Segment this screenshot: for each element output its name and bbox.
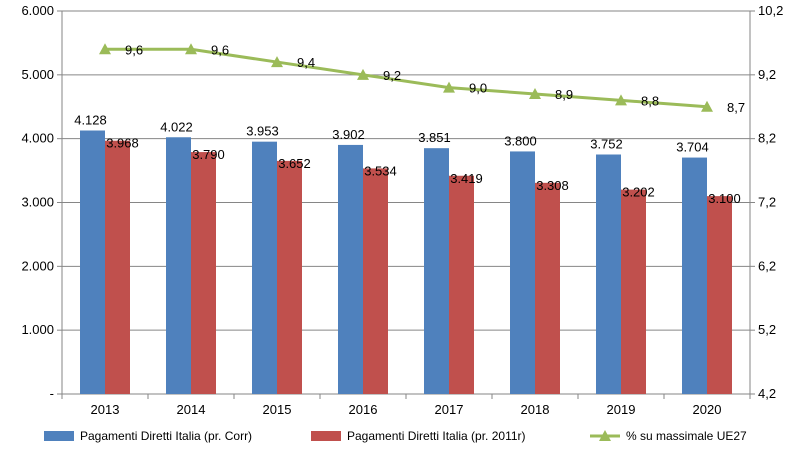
y-right-tick-label: 7,2 (758, 195, 776, 210)
line-point (529, 87, 541, 99)
legend-label: Pagamenti Diretti Italia (pr. 2011r) (347, 429, 526, 443)
line-data-label: 8,8 (641, 93, 659, 108)
x-tick-label: 2018 (521, 402, 550, 417)
bar-series (80, 130, 732, 394)
bar-data-label: 3.752 (590, 136, 623, 151)
y-left-tick-label: 2.000 (21, 258, 54, 273)
y-right-tick-label: 10,2 (758, 3, 783, 18)
line-data-label: 9,6 (211, 42, 229, 57)
axes: - 1.000 2.000 3.000 4.000 5.000 6.000 4,2 5,2 6,2… (21, 3, 783, 417)
bar (191, 152, 216, 394)
line-data-label: 9,0 (469, 81, 487, 96)
bar (80, 130, 105, 394)
y-right-tick-label: 5,2 (758, 322, 776, 337)
x-tick-label: 2020 (693, 402, 722, 417)
bar (621, 189, 646, 394)
legend-label: % su massimale UE27 (626, 429, 747, 443)
bar-data-label: 3.534 (364, 163, 397, 178)
line-data-label: 9,2 (383, 68, 401, 83)
x-tick-label: 2015 (263, 402, 292, 417)
y-left-tick-label: 6.000 (21, 3, 54, 18)
y-left-tick-label: 1.000 (21, 322, 54, 337)
line-point (615, 94, 627, 106)
x-tick-label: 2013 (91, 402, 120, 417)
x-tick-label: 2017 (435, 402, 464, 417)
line-point (185, 43, 197, 55)
y-right-tick-label: 6,2 (758, 258, 776, 273)
line-series (99, 43, 713, 112)
line-point (701, 100, 713, 112)
bar-data-label: 3.953 (246, 124, 279, 139)
y-left-tick-label: 4.000 (21, 131, 54, 146)
legend-swatch (311, 431, 341, 441)
gridlines (62, 10, 750, 395)
legend-marker (599, 430, 611, 441)
bar-data-label: 3.202 (622, 185, 655, 200)
bar-data-label: 3.704 (676, 140, 709, 155)
bar-data-label: 4.128 (74, 112, 107, 127)
y-left-tick-label: 3.000 (21, 195, 54, 210)
line-path (105, 47, 708, 109)
bar-data-label: 3.652 (278, 156, 311, 171)
y-left-tick-label: 5.000 (21, 67, 54, 82)
line-point (271, 56, 283, 68)
bar (363, 168, 388, 394)
y-right-tick-label: 4,2 (758, 386, 776, 401)
y-right-tick-label: 9,2 (758, 67, 776, 82)
legend-swatch (44, 431, 74, 441)
bar-data-label: 3.851 (418, 130, 451, 145)
data-labels: 4.128 4.022 3.953 3.902 3.851 3.800 3.752 3.704… (74, 42, 745, 206)
bar (252, 141, 277, 394)
line-point (443, 81, 455, 93)
line-data-label: 8,9 (555, 87, 573, 102)
x-tick-label: 2014 (177, 402, 206, 417)
bar-data-label: 3.902 (332, 127, 365, 142)
bar-data-label: 4.022 (160, 119, 193, 134)
bar-data-label: 3.308 (536, 178, 569, 193)
y-left-tick-label: - (50, 386, 54, 401)
bar (277, 160, 302, 394)
bar-data-label: 3.419 (450, 171, 483, 186)
bar (682, 157, 707, 394)
line-point (357, 68, 369, 80)
x-tick-label: 2019 (607, 402, 636, 417)
bar-data-label: 3.790 (192, 147, 225, 162)
line-data-label: 9,6 (125, 42, 143, 57)
line-data-label: 9,4 (297, 55, 315, 70)
bar (510, 151, 535, 394)
line-point (99, 43, 111, 55)
bar (449, 175, 474, 394)
bar (596, 154, 621, 394)
bar (424, 148, 449, 394)
legend: Pagamenti Diretti Italia (pr. Corr) Pagam… (44, 429, 747, 443)
bar-data-label: 3.100 (708, 191, 741, 206)
bar-data-label: 3.968 (106, 136, 139, 151)
bar (166, 137, 191, 394)
bar (707, 196, 732, 394)
bar (535, 182, 560, 394)
bar (105, 140, 130, 394)
line-data-label: 8,7 (727, 100, 745, 115)
legend-label: Pagamenti Diretti Italia (pr. Corr) (80, 429, 252, 443)
bar (338, 144, 363, 394)
x-tick-label: 2016 (349, 402, 378, 417)
bar-data-label: 3.800 (504, 133, 537, 148)
y-right-tick-label: 8,2 (758, 131, 776, 146)
